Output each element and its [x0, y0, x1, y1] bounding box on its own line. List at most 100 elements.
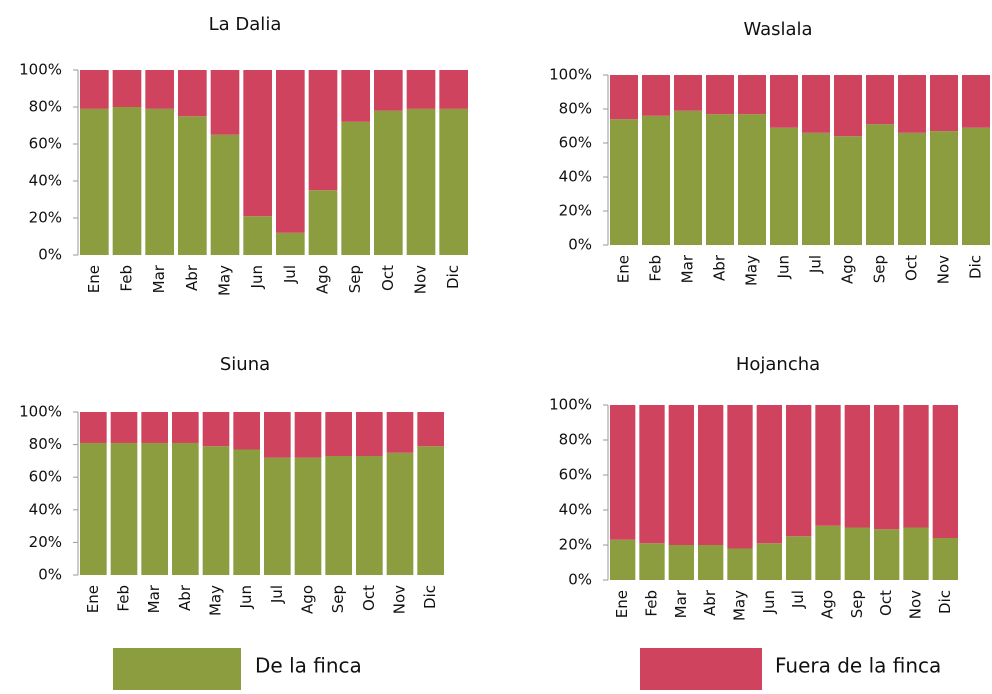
bar-segment: [668, 545, 694, 580]
x-tick-label: Sep: [329, 585, 347, 613]
x-tick-label: Nov: [935, 255, 953, 284]
x-tick-label: Nov: [391, 585, 409, 614]
bar-segment: [417, 412, 444, 447]
bar-segment: [80, 412, 107, 443]
y-tick-label: 40%: [29, 172, 62, 190]
chart-title: Siuna: [220, 354, 270, 375]
bar-segment: [610, 75, 638, 120]
bar-segment: [898, 75, 926, 133]
bar-segment: [294, 412, 322, 458]
bar-segment: [610, 405, 636, 540]
bar-segment: [233, 449, 260, 575]
bar-segment: [844, 405, 870, 528]
bar-segment: [210, 134, 240, 255]
bar-segment: [930, 131, 958, 245]
x-tick-label: Oct: [360, 585, 378, 611]
bar-segment: [112, 70, 142, 107]
y-tick-label: 100%: [19, 403, 62, 421]
bar-segment: [325, 412, 352, 457]
bar-segment: [866, 124, 894, 245]
x-tick-label: Jul: [281, 265, 299, 284]
bar-segment: [898, 132, 926, 245]
x-tick-label: Ene: [85, 265, 103, 293]
x-tick-label: Dic: [421, 585, 439, 609]
y-tick-label: 20%: [29, 533, 62, 551]
y-tick-label: 60%: [29, 135, 62, 153]
x-tick-label: Jun: [237, 585, 255, 609]
bar-segment: [386, 412, 414, 453]
x-tick-label: Ene: [613, 590, 631, 618]
chart-title: La Dalia: [209, 14, 282, 35]
bar-segment: [210, 70, 240, 135]
bar-segment: [243, 216, 272, 255]
bar-segment: [141, 412, 168, 443]
bar-segment: [727, 548, 753, 580]
x-tick-label: Ene: [615, 255, 633, 283]
x-tick-label: Abr: [711, 254, 729, 281]
x-tick-label: Jul: [807, 255, 825, 274]
x-tick-label: Jul: [268, 585, 286, 604]
x-tick-label: Feb: [643, 590, 661, 617]
x-tick-label: Dic: [936, 590, 954, 614]
x-tick-label: Sep: [871, 255, 889, 283]
bar-segment: [202, 412, 230, 447]
x-tick-label: Feb: [118, 265, 136, 292]
x-tick-label: Feb: [647, 255, 665, 282]
bar-segment: [341, 121, 370, 255]
bar-segment: [844, 527, 870, 580]
bar-segment: [439, 108, 468, 255]
x-tick-label: Mar: [145, 584, 163, 613]
bar-segment: [962, 127, 990, 245]
bar-segment: [698, 405, 724, 545]
bar-segment: [834, 136, 862, 245]
bar-segment: [141, 442, 168, 575]
bar-segment: [325, 456, 352, 575]
bar-segment: [178, 70, 207, 117]
legend-swatch: [640, 648, 762, 690]
bar-segment: [639, 405, 665, 544]
x-tick-label: Dic: [444, 265, 462, 289]
bar-segment: [276, 232, 305, 255]
bar-segment: [642, 75, 670, 116]
bar-segment: [276, 70, 305, 233]
bar-segment: [406, 108, 436, 255]
legend-swatch: [113, 648, 241, 690]
y-tick-label: 40%: [29, 500, 62, 518]
bar-segment: [406, 70, 436, 109]
bar-segment: [786, 405, 812, 537]
x-tick-label: Jul: [789, 590, 807, 609]
bar-segment: [930, 75, 958, 132]
bar-segment: [815, 525, 841, 580]
bar-segment: [178, 116, 207, 255]
x-tick-label: Mar: [150, 264, 168, 293]
y-tick-label: 40%: [559, 168, 592, 186]
y-tick-label: 80%: [29, 98, 62, 116]
x-tick-label: Oct: [379, 265, 397, 291]
bar-segment: [639, 543, 665, 580]
x-tick-label: Jun: [248, 265, 266, 289]
bar-segment: [668, 405, 694, 545]
bar-segment: [786, 536, 812, 580]
x-tick-label: Dic: [967, 255, 985, 279]
y-tick-label: 60%: [29, 468, 62, 486]
bar-segment: [386, 452, 414, 575]
bar-segment: [112, 107, 142, 255]
y-tick-label: 40%: [559, 501, 592, 519]
bar-segment: [802, 75, 830, 133]
bar-segment: [932, 538, 958, 580]
x-tick-label: Sep: [848, 590, 866, 618]
bar-segment: [172, 442, 199, 575]
bar-segment: [294, 457, 322, 575]
bar-segment: [756, 543, 782, 580]
x-tick-label: May: [743, 255, 761, 286]
y-tick-label: 100%: [549, 66, 592, 84]
bar-segment: [374, 110, 403, 255]
y-tick-label: 20%: [29, 209, 62, 227]
bar-segment: [243, 70, 272, 217]
x-tick-label: Nov: [907, 590, 925, 619]
bar-segment: [264, 412, 291, 458]
bar-segment: [674, 75, 702, 111]
y-tick-label: 100%: [19, 61, 62, 79]
bar-segment: [356, 412, 383, 457]
